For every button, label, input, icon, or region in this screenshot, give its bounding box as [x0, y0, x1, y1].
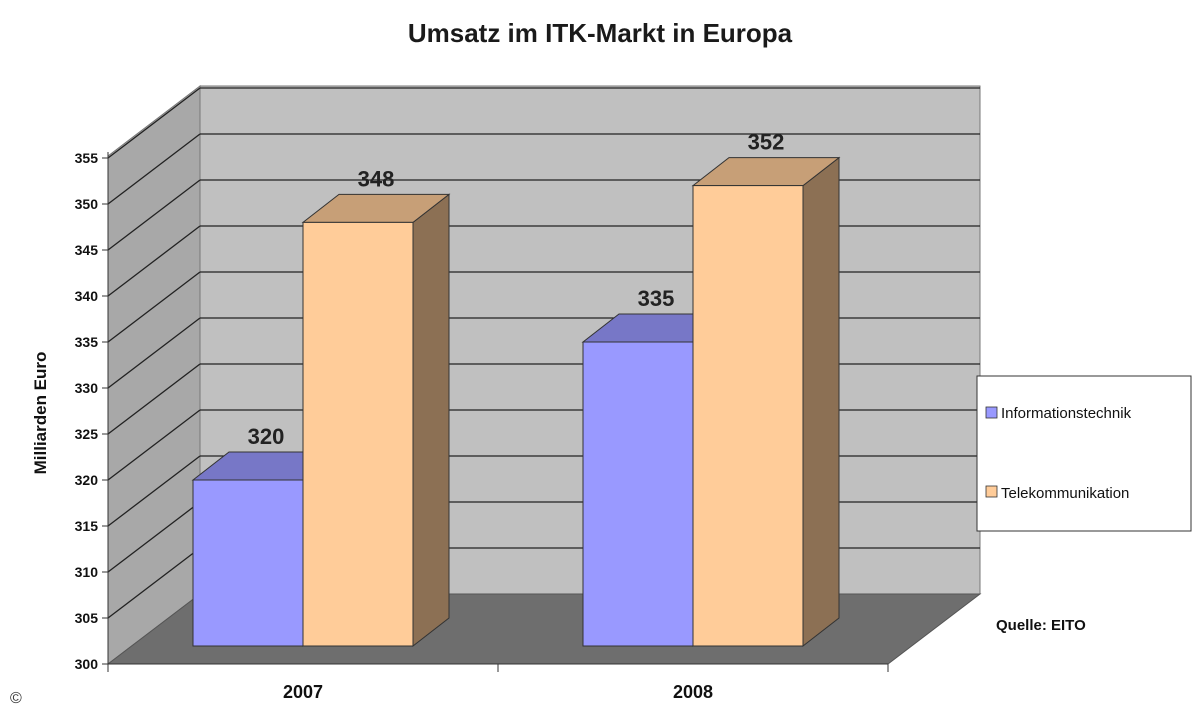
y-tick-label: 345 — [75, 242, 99, 258]
gridline-side — [107, 179, 201, 251]
gridline-side — [107, 225, 201, 297]
source-note: Quelle: EITO — [996, 617, 1086, 634]
legend-label-informationstechnik: Informationstechnik — [1001, 405, 1132, 422]
gridline-side — [107, 87, 201, 159]
data-label: 348 — [358, 166, 395, 191]
gridline-side — [107, 547, 201, 619]
y-tick-label: 350 — [75, 196, 99, 212]
data-label: 320 — [248, 424, 285, 449]
gridline-side — [107, 271, 201, 343]
x-tick-label: 2008 — [673, 682, 713, 702]
gridline-side — [107, 501, 201, 573]
data-labels: 320 348 335 352 — [248, 130, 785, 449]
legend-swatch-informationstechnik — [985, 406, 998, 419]
bar — [692, 185, 804, 647]
bar — [192, 479, 304, 647]
data-label: 335 — [638, 286, 675, 311]
y-tick-label: 355 — [75, 150, 99, 166]
gridline-side — [107, 409, 201, 481]
bar — [302, 221, 414, 647]
y-tick-label: 335 — [75, 334, 99, 350]
y-tick-label: 330 — [75, 380, 99, 396]
bar-side — [802, 156, 840, 648]
y-tick-label: 320 — [75, 472, 99, 488]
gridline-side — [107, 363, 201, 435]
legend-label-telekommunikation: Telekommunikation — [1001, 485, 1129, 502]
axes: 300 305 310 315 320 325 330 335 340 345 350 355 2007… — [75, 150, 889, 702]
legend: Informationstechnik Telekommunikation — [976, 375, 1192, 532]
y-tick-label: 305 — [75, 610, 99, 626]
y-tick-label: 315 — [75, 518, 99, 534]
copyright-mark: © — [10, 690, 22, 707]
gridline-side — [107, 455, 201, 527]
data-label: 352 — [748, 130, 785, 155]
x-tick-label: 2007 — [283, 682, 323, 702]
y-axis-label: Milliarden Euro — [31, 352, 50, 475]
bar — [582, 341, 694, 647]
y-tick-label: 310 — [75, 564, 99, 580]
y-tick-label: 300 — [75, 656, 99, 672]
bar-side — [412, 193, 450, 648]
y-tick-label: 325 — [75, 426, 99, 442]
legend-swatch-telekommunikation — [985, 485, 998, 498]
gridline-side — [107, 133, 201, 205]
gridline-side — [107, 317, 201, 389]
y-tick-label: 340 — [75, 288, 99, 304]
bars — [191, 156, 841, 648]
chart-title: Umsatz im ITK-Markt in Europa — [408, 18, 793, 48]
